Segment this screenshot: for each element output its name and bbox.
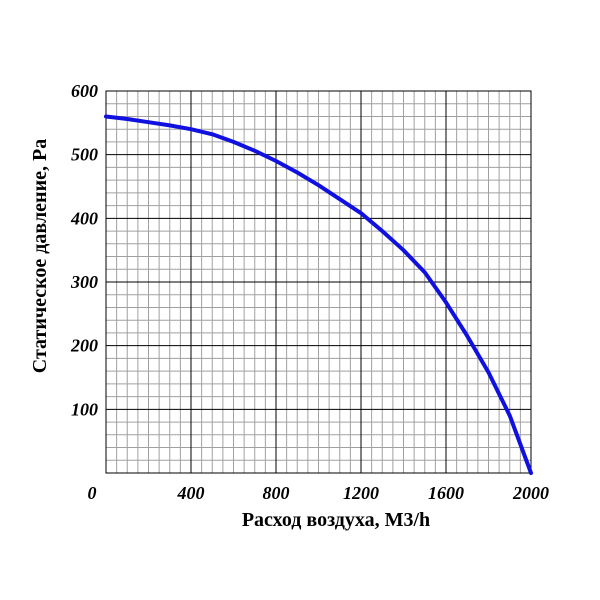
x-tick-label: 800 — [263, 483, 290, 503]
major-grid — [106, 91, 531, 473]
y-tick-label: 300 — [70, 272, 98, 292]
x-tick-label: 0 — [88, 483, 97, 503]
x-axis-title: Расход воздуха, М3/h — [242, 509, 430, 531]
x-tick-label: 400 — [177, 483, 205, 503]
y-tick-label: 200 — [70, 336, 98, 356]
y-tick-label: 600 — [71, 81, 98, 101]
y-tick-labels: 100 200 300 400 500 600 — [70, 81, 98, 419]
y-tick-label: 500 — [71, 145, 98, 165]
x-tick-labels: 0 400 800 1200 1600 2000 — [88, 483, 550, 503]
series-line — [104, 114, 533, 475]
x-tick-label: 1200 — [343, 483, 379, 503]
y-axis-title: Статическое давление, Pa — [29, 139, 51, 373]
y-tick-label: 100 — [71, 399, 98, 419]
y-tick-label: 400 — [70, 208, 98, 228]
x-tick-label: 1600 — [428, 483, 464, 503]
x-tick-label: 2000 — [512, 483, 549, 503]
plot-frame — [105, 90, 532, 474]
